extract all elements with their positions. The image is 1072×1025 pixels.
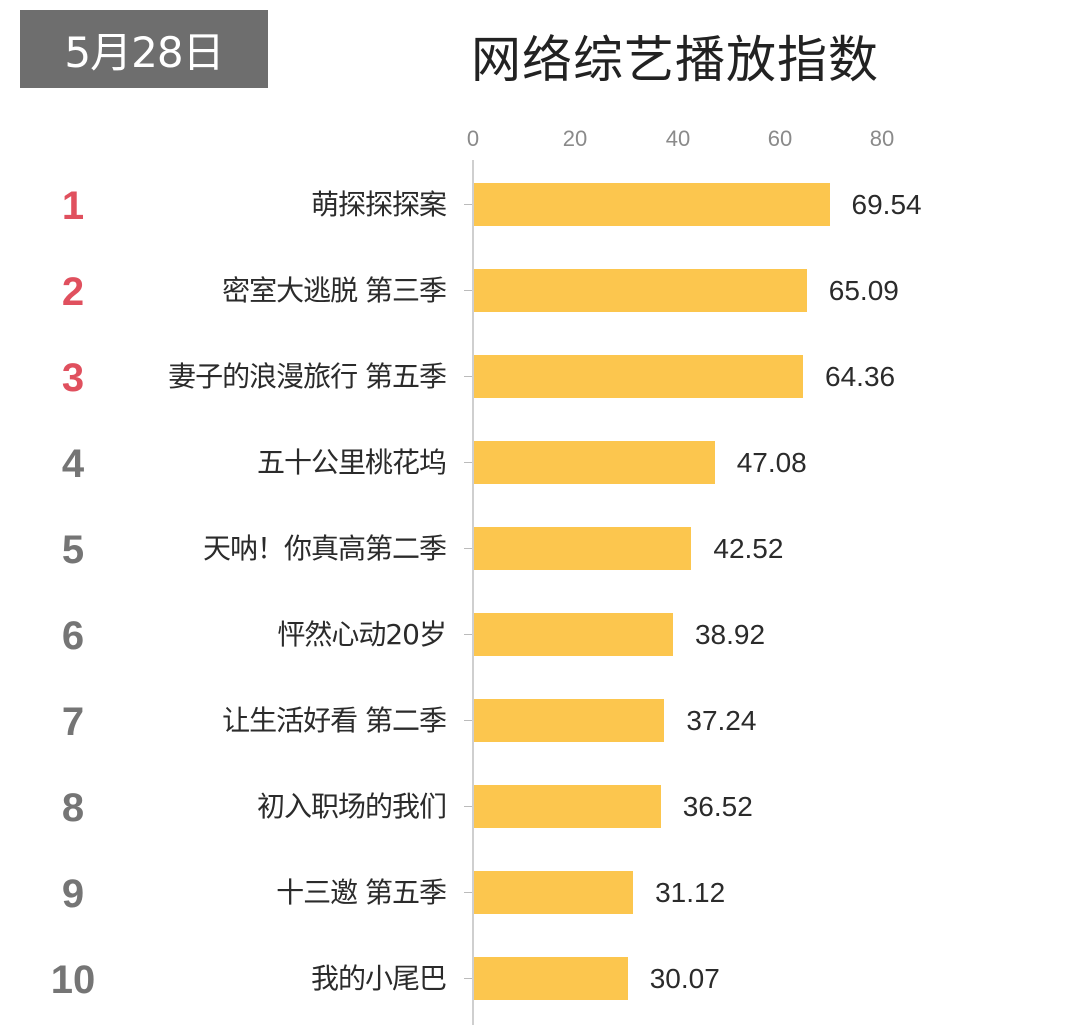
bar (474, 441, 715, 484)
bar-row: 7 让生活好看 第二季 37.24 (0, 677, 1072, 763)
y-tick-mark (464, 462, 472, 463)
value-label: 30.07 (649, 963, 720, 994)
rank-number: 1 (61, 184, 85, 228)
y-tick-mark (464, 720, 472, 721)
bar-row: 5 天呐！你真高第二季 42.52 (0, 505, 1072, 591)
bar (474, 871, 634, 914)
bar-row: 6 怦然心动20岁 38.92 (0, 591, 1072, 677)
value-label: 36.52 (682, 791, 753, 822)
chart-title: 网络综艺播放指数 (471, 31, 879, 89)
value-label: 65.09 (828, 275, 899, 306)
value-label: 47.08 (736, 447, 807, 478)
y-tick-mark (464, 892, 472, 893)
y-axis-line (472, 160, 474, 1025)
value-label: 42.52 (713, 533, 784, 564)
rank-number: 7 (61, 700, 85, 744)
y-tick-mark (464, 204, 472, 205)
bar-row: 9 十三邀 第五季 31.12 (0, 849, 1072, 935)
rank-number: 2 (61, 270, 85, 314)
value-label: 31.12 (655, 877, 726, 908)
y-tick-mark (464, 548, 472, 549)
x-tick-label: 60 (767, 126, 793, 151)
show-name: 妻子的浪漫旅行 第五季 (168, 360, 447, 393)
rank-number: 5 (61, 528, 85, 572)
value-label: 37.24 (686, 705, 757, 736)
show-name: 萌探探探案 (310, 188, 447, 221)
show-name: 我的小尾巴 (310, 962, 447, 995)
y-tick-mark (464, 806, 472, 807)
rank-number: 9 (61, 872, 85, 916)
bar (474, 269, 807, 312)
x-tick-label: 40 (665, 126, 691, 151)
value-label: 38.92 (694, 619, 766, 650)
show-name: 天呐！你真高第二季 (202, 532, 447, 565)
show-name: 初入职场的我们 (256, 790, 447, 823)
y-tick-mark (464, 290, 472, 291)
bar-row: 3 妻子的浪漫旅行 第五季 64.36 (0, 333, 1072, 419)
show-name: 五十公里桃花坞 (256, 446, 447, 479)
rank-number: 3 (61, 356, 85, 400)
rank-number: 10 (50, 958, 96, 1002)
bar-row: 8 初入职场的我们 36.52 (0, 763, 1072, 849)
y-tick-mark (464, 634, 472, 635)
bar (474, 957, 628, 1000)
show-name: 十三邀 第五季 (276, 876, 447, 909)
bar (474, 785, 661, 828)
bar (474, 183, 830, 226)
y-tick-mark (464, 376, 472, 377)
x-tick-label: 80 (869, 126, 895, 151)
x-tick-label: 0 (466, 126, 480, 151)
y-tick-mark (464, 978, 472, 979)
bar (474, 527, 692, 570)
bar-row: 2 密室大逃脱 第三季 65.09 (0, 247, 1072, 333)
date-badge: 5月28日 (20, 10, 268, 88)
bar (474, 355, 804, 398)
value-label: 69.54 (851, 189, 922, 220)
bar (474, 613, 673, 656)
rank-number: 4 (61, 442, 85, 486)
bar (474, 699, 665, 742)
bar-row: 10 我的小尾巴 30.07 (0, 935, 1072, 1021)
x-tick-label: 20 (562, 126, 588, 151)
bar-row: 4 五十公里桃花坞 47.08 (0, 419, 1072, 505)
show-name: 让生活好看 第二季 (222, 704, 447, 737)
show-name: 怦然心动20岁 (277, 618, 447, 651)
show-name: 密室大逃脱 第三季 (222, 274, 447, 307)
rank-number: 8 (61, 786, 85, 830)
value-label: 64.36 (825, 361, 896, 392)
bar-row: 1 萌探探探案 69.54 (0, 161, 1072, 247)
rank-number: 6 (61, 614, 85, 658)
